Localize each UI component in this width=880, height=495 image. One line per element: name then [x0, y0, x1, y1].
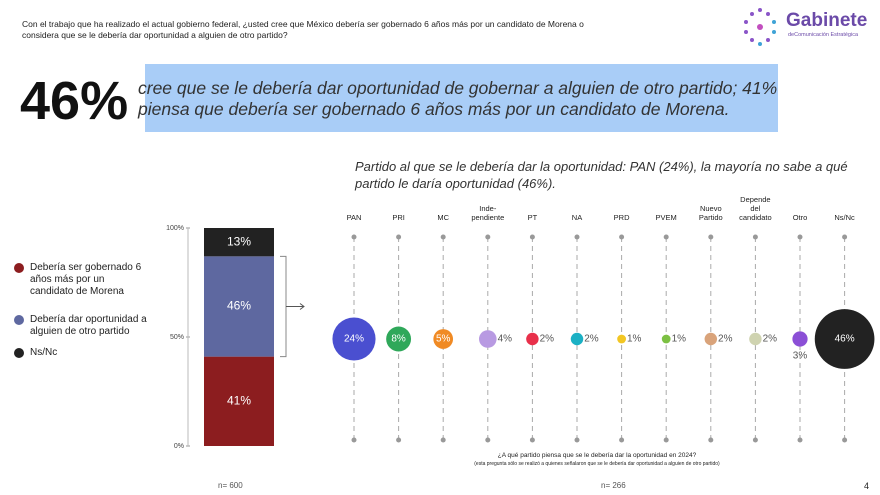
- legend-swatch: [14, 348, 24, 358]
- bar-segment: [204, 256, 274, 357]
- bubble-label: 3%: [793, 350, 808, 361]
- logo-name: Gabinete: [786, 10, 868, 31]
- logo-subtitle: deComunicación Estratégica: [788, 32, 859, 38]
- category-label: PAN: [346, 213, 362, 222]
- bubble: [570, 332, 584, 346]
- bubble-label: 46%: [835, 334, 855, 345]
- bubble: [792, 331, 808, 347]
- category-label: MC: [437, 213, 450, 222]
- bubble-label: 2%: [540, 334, 555, 345]
- y-tick-label: 0%: [174, 443, 184, 450]
- guide-dot: [619, 234, 625, 240]
- bar-value-label: 46%: [227, 299, 251, 313]
- bubble-label: 24%: [344, 334, 364, 345]
- guide-dot: [619, 437, 625, 443]
- guide-dot: [485, 437, 491, 443]
- page-number: 4: [864, 481, 870, 491]
- bracket: [280, 255, 287, 358]
- bar-segment: [204, 228, 274, 257]
- bubble-note: ¿A qué partido piensa que se le debería …: [497, 452, 697, 459]
- category-label: PRI: [392, 213, 405, 222]
- guide-dot: [842, 234, 848, 240]
- guide-dot: [529, 437, 535, 443]
- bubble-label: 4%: [498, 334, 513, 345]
- bubble-label: 1%: [627, 334, 642, 345]
- guide-dot: [351, 437, 357, 443]
- guide-dot: [440, 234, 446, 240]
- bubble-label: 2%: [718, 334, 733, 345]
- headline-text: cree que se le debería dar oportunidad d…: [138, 78, 778, 119]
- category-label: PT: [527, 213, 538, 222]
- bubble-note2: (esta pregunta sólo se realizó a quienes…: [474, 461, 720, 467]
- guide-dot: [663, 437, 669, 443]
- guide-dot: [396, 437, 402, 443]
- bubble-label: 8%: [391, 334, 406, 345]
- guide-dot: [351, 234, 357, 240]
- category-label: Inde- pendiente: [471, 204, 505, 222]
- category-label: PVEM: [655, 213, 677, 222]
- guide-dot: [842, 437, 848, 443]
- bubble: [526, 332, 539, 346]
- y-tick-label: 50%: [170, 334, 184, 341]
- legend-swatch: [14, 263, 24, 273]
- legend-label: Ns/Nc: [30, 347, 58, 358]
- guide-dot: [797, 437, 803, 443]
- category-label: Nuevo Partido: [698, 204, 723, 222]
- bubble: [661, 334, 671, 344]
- bar-value-label: 13%: [227, 234, 251, 248]
- guide-dot: [797, 234, 803, 240]
- y-tick-label: 100%: [166, 225, 184, 232]
- guide-dot: [574, 437, 580, 443]
- guide-dot: [708, 437, 714, 443]
- headline-highlight: [145, 64, 778, 132]
- guide-dot: [440, 437, 446, 443]
- legend-label: Debería dar oportunidad a alguien de otr…: [30, 314, 147, 337]
- bubble: [749, 332, 762, 346]
- bubble: [814, 309, 875, 369]
- category-label: Ns/Nc: [834, 213, 855, 222]
- bubble-label: 2%: [584, 334, 599, 345]
- bubble: [617, 334, 626, 344]
- bubble-label: 1%: [672, 334, 687, 345]
- bubble-title: Partido al que se le debería dar la opor…: [355, 159, 848, 191]
- guide-dot: [574, 234, 580, 240]
- logo-icon: [744, 8, 776, 46]
- guide-dot: [752, 234, 758, 240]
- guide-dot: [708, 234, 714, 240]
- guide-dot: [396, 234, 402, 240]
- category-label: PRD: [613, 213, 630, 222]
- bubble: [433, 329, 454, 349]
- bubble-label: 5%: [436, 334, 451, 345]
- bubble: [332, 317, 376, 361]
- arrow: [286, 303, 305, 310]
- question: Con el trabajo que ha realizado el actua…: [22, 19, 584, 40]
- legend-swatch: [14, 315, 24, 325]
- category-label: Depende del candidato: [739, 195, 772, 222]
- bar-sample: n= 600: [218, 481, 243, 490]
- bar-value-label: 41%: [227, 393, 251, 407]
- bubble: [386, 326, 412, 352]
- bubble-label: 2%: [763, 334, 778, 345]
- category-label: Otro: [792, 213, 808, 222]
- guide-dot: [663, 234, 669, 240]
- guide-dot: [485, 234, 491, 240]
- bubble: [479, 330, 497, 348]
- category-label: NA: [571, 213, 583, 222]
- legend-label: Debería ser gobernado 6 años más por un …: [30, 262, 142, 297]
- guide-dot: [752, 437, 758, 443]
- headline-figure: 46%: [20, 71, 129, 131]
- bubble: [704, 332, 718, 346]
- bubble-sample: n= 266: [601, 481, 626, 490]
- guide-dot: [529, 234, 535, 240]
- bar-segment: [204, 356, 274, 446]
